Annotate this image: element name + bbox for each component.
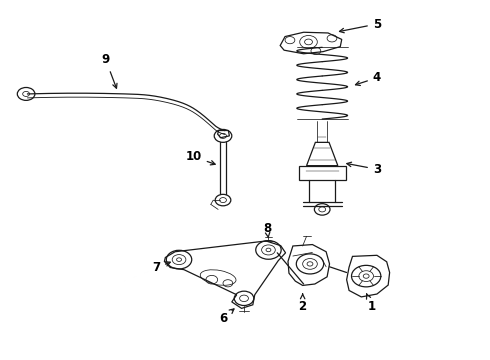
- Text: 8: 8: [263, 222, 271, 238]
- Text: 3: 3: [347, 162, 381, 176]
- Text: 10: 10: [186, 150, 215, 165]
- Text: 9: 9: [101, 53, 117, 88]
- Text: 7: 7: [152, 261, 170, 274]
- Text: 4: 4: [355, 71, 381, 85]
- Text: 2: 2: [298, 294, 307, 313]
- Text: 5: 5: [340, 18, 381, 33]
- Text: 6: 6: [219, 309, 234, 325]
- Text: 1: 1: [367, 294, 376, 313]
